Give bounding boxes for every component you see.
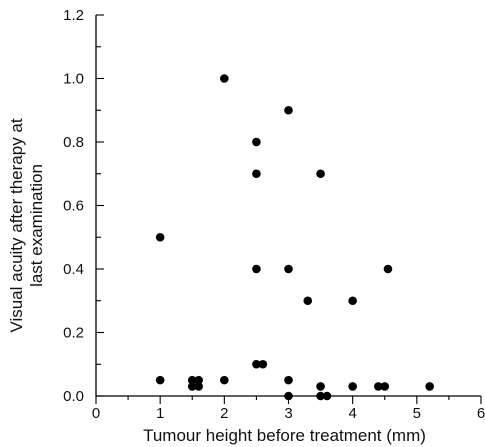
x-tick-label: 2 xyxy=(220,405,228,422)
tick-marks xyxy=(95,14,482,404)
data-points xyxy=(155,74,434,401)
data-point xyxy=(194,375,203,385)
x-tick-label: 4 xyxy=(348,405,356,422)
data-point xyxy=(252,137,261,147)
y-axis-title-line-1: Visual acuity after therapy at xyxy=(7,118,26,332)
data-point xyxy=(303,296,313,306)
y-tick-label: 0.2 xyxy=(63,325,84,342)
data-point xyxy=(322,391,332,401)
data-point xyxy=(316,169,325,179)
x-tick-label: 6 xyxy=(477,405,485,422)
x-tick-label: 3 xyxy=(284,405,292,422)
data-point xyxy=(252,264,261,274)
y-tick-label: 1.0 xyxy=(63,71,84,88)
x-tick-label: 0 xyxy=(92,405,100,422)
data-point xyxy=(155,232,165,242)
y-tick-label: 0.4 xyxy=(63,261,84,278)
data-point xyxy=(380,382,390,391)
y-axis-title: Visual acuity after therapy at last exam… xyxy=(7,118,46,332)
data-point xyxy=(194,382,203,391)
data-point xyxy=(284,105,293,115)
data-point xyxy=(374,382,383,391)
data-point xyxy=(284,264,293,274)
data-point xyxy=(284,375,293,385)
data-point xyxy=(220,375,229,385)
data-point xyxy=(252,359,261,369)
data-point xyxy=(155,375,165,385)
y-tick-label: 0.8 xyxy=(63,134,84,151)
axes xyxy=(95,15,481,397)
data-point xyxy=(252,169,261,179)
data-point xyxy=(187,375,197,385)
x-axis-title: Tumour height before treatment (mm) xyxy=(143,426,426,445)
data-point xyxy=(187,382,197,391)
y-axis-title-line-2: last examination xyxy=(27,164,46,287)
data-point xyxy=(220,74,229,83)
data-point xyxy=(258,359,268,369)
data-point xyxy=(348,296,357,306)
data-point xyxy=(383,264,393,274)
x-tick-label: 5 xyxy=(413,405,421,422)
x-tick-label: 1 xyxy=(156,405,164,422)
y-tick-label: 1.2 xyxy=(63,7,84,24)
data-point xyxy=(348,382,357,391)
data-point xyxy=(425,382,434,391)
data-point xyxy=(316,391,325,401)
y-tick-label: 0.0 xyxy=(63,388,84,405)
tick-labels: 0 1 2 3 4 5 6 0.0 0.2 0.4 0.6 0.8 1.0 1.2 xyxy=(63,7,485,422)
data-point xyxy=(316,382,325,391)
y-tick-label: 0.6 xyxy=(63,198,84,215)
data-point xyxy=(284,391,293,401)
